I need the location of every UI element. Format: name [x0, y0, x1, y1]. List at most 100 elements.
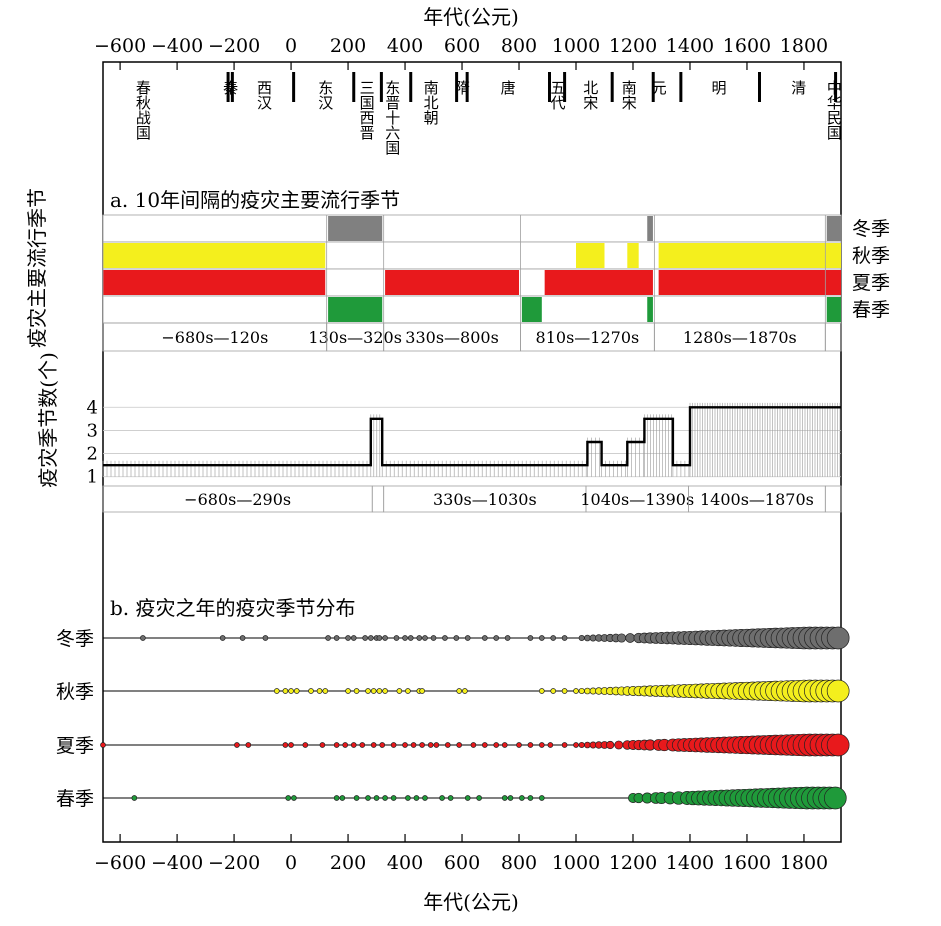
epidemic-point — [826, 626, 850, 650]
epidemic-point — [462, 688, 468, 694]
epidemic-point — [584, 634, 591, 642]
epidemic-point — [504, 635, 511, 641]
epidemic-point — [407, 635, 414, 641]
top-tick-label: 1400 — [666, 35, 714, 57]
dynasty-label: 西汉 — [255, 80, 273, 110]
season-band — [658, 270, 841, 295]
top-tick-label: 0 — [285, 35, 297, 57]
count-hatch — [627, 437, 644, 477]
dynasty-label: 春秋战国 — [134, 80, 152, 140]
epidemic-point — [464, 795, 471, 801]
epidemic-point — [376, 688, 383, 694]
epidemic-point — [493, 742, 500, 748]
count-hatch — [672, 460, 690, 477]
season-band — [385, 270, 520, 295]
epidemic-point — [561, 742, 568, 748]
epidemic-point — [430, 635, 437, 641]
dynasty-label: 三国西晋 — [358, 80, 376, 140]
epidemic-point — [382, 688, 388, 694]
count-period-label: −680s—290s — [184, 490, 291, 509]
count-period-label: 330s—1030s — [433, 490, 537, 509]
count-hatch — [689, 402, 841, 477]
epidemic-point — [342, 742, 349, 748]
bottom-tick-label: 1200 — [609, 852, 657, 874]
season-row-label: 冬季 — [852, 218, 890, 240]
epidemic-point — [419, 742, 425, 748]
epidemic-point — [367, 635, 374, 641]
panel-a-title: a. 10年间隔的疫灾主要流行季节 — [110, 188, 400, 212]
count-hatch — [370, 414, 381, 477]
season-band — [328, 216, 383, 241]
epidemic-point — [453, 635, 460, 641]
bottom-tick-label: 1000 — [552, 852, 600, 874]
epidemic-point — [584, 687, 591, 695]
dynasty-label: 唐 — [499, 80, 517, 95]
epidemic-point — [416, 635, 423, 641]
count-hatch — [102, 460, 368, 477]
epidemic-point — [393, 635, 400, 641]
epidemic-point — [584, 741, 591, 749]
epidemic-point — [345, 688, 351, 694]
epidemic-point — [617, 633, 627, 643]
bottom-tick-label: −600 — [94, 852, 146, 874]
dynasty-label: 北宋 — [581, 80, 599, 110]
bottom-tick-label: −400 — [151, 852, 203, 874]
bottom-tick-label: 800 — [501, 852, 537, 874]
epidemic-point — [561, 688, 568, 694]
epidemic-point — [614, 740, 624, 750]
epidemic-point — [333, 742, 340, 748]
top-tick-label: 1800 — [780, 35, 828, 57]
top-tick-label: −400 — [151, 35, 203, 57]
epidemic-point — [322, 688, 329, 694]
top-tick-label: −200 — [208, 35, 260, 57]
epidemic-point — [493, 635, 500, 641]
bottom-axis-title: 年代(公元) — [423, 890, 519, 914]
season-row-frame — [102, 295, 842, 324]
epidemic-point — [339, 795, 346, 801]
epidemic-point — [826, 679, 850, 703]
dynasty-label: 南北朝 — [422, 80, 440, 126]
season-band — [576, 243, 605, 268]
period-label: 810s—1270s — [536, 328, 640, 347]
epidemic-point — [481, 742, 488, 748]
epidemic-point — [402, 742, 408, 748]
season-row-label: 冬季 — [56, 628, 94, 650]
dynasty-label: 明 — [709, 80, 727, 96]
epidemic-point — [538, 742, 545, 748]
epidemic-point — [353, 688, 360, 694]
epidemic-point — [470, 742, 477, 748]
epidemic-point — [100, 742, 106, 748]
epidemic-point — [396, 688, 403, 694]
dynasty-label: 清 — [789, 80, 807, 96]
epidemic-point — [282, 742, 289, 748]
epidemic-point — [333, 795, 340, 801]
bottom-tick-label: 1800 — [780, 852, 828, 874]
count-period-label: 1040s—1390s — [580, 490, 694, 509]
epidemic-point — [308, 688, 314, 694]
period-label: −680s—120s — [161, 328, 268, 347]
epidemic-point — [538, 688, 545, 694]
epidemic-point — [439, 795, 445, 801]
epidemic-point — [823, 786, 847, 810]
epidemic-point — [316, 688, 323, 694]
dynasty-label: 秦 — [221, 80, 239, 95]
top-tick-label: 1000 — [552, 35, 600, 57]
bottom-tick-label: 200 — [330, 852, 366, 874]
epidemic-point — [291, 795, 297, 801]
epidemic-point — [382, 795, 388, 801]
top-tick-label: 400 — [387, 35, 423, 57]
dynasty-label: 中华民国 — [825, 80, 843, 140]
epidemic-point — [538, 795, 545, 801]
epidemic-point — [140, 635, 146, 641]
epidemic-point — [442, 635, 448, 641]
top-axis-ticks: −600 −400 −200 0 200 400 600 800 1000 1200 1400 160… — [94, 35, 828, 70]
epidemic-point — [501, 742, 508, 748]
epidemic-point — [456, 742, 463, 748]
top-tick-label: 800 — [501, 35, 537, 57]
epidemic-point — [413, 795, 420, 801]
count-period-label: 1400s—1870s — [700, 490, 814, 509]
top-axis-title: 年代(公元) — [423, 5, 519, 29]
count-hatch — [644, 414, 672, 477]
